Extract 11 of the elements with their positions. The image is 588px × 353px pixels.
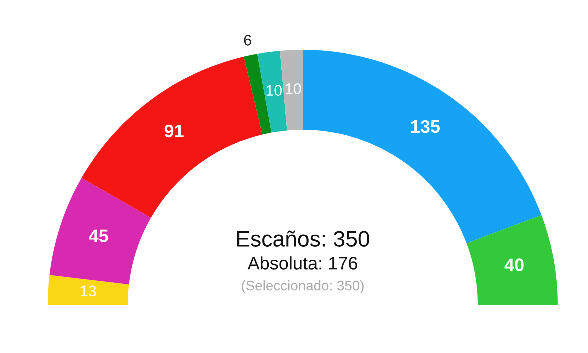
data-label: 10 bbox=[266, 85, 282, 96]
data-label: 91 bbox=[164, 124, 184, 138]
data-label: 45 bbox=[89, 230, 108, 242]
text: Escaños: 350 bbox=[238, 230, 370, 247]
data-label: 13 bbox=[81, 286, 96, 297]
data-label: 40 bbox=[504, 258, 524, 272]
data-label: 135 bbox=[412, 120, 440, 134]
text: Absoluta: 176 bbox=[248, 256, 358, 270]
data-label: 6 bbox=[244, 34, 252, 46]
text: (Seleccionado: 350) bbox=[242, 280, 364, 294]
data-label: 10 bbox=[286, 84, 302, 94]
